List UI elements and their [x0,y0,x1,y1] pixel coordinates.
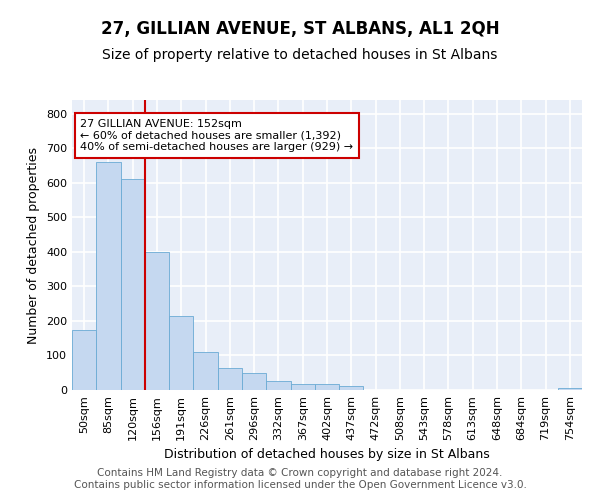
Bar [266,382,290,390]
Y-axis label: Number of detached properties: Number of detached properties [28,146,40,344]
X-axis label: Distribution of detached houses by size in St Albans: Distribution of detached houses by size … [164,448,490,462]
Text: 27, GILLIAN AVENUE, ST ALBANS, AL1 2QH: 27, GILLIAN AVENUE, ST ALBANS, AL1 2QH [101,20,499,38]
Text: Contains HM Land Registry data © Crown copyright and database right 2024.
Contai: Contains HM Land Registry data © Crown c… [74,468,526,490]
Bar [96,162,121,390]
Bar [218,368,242,390]
Bar [558,388,582,390]
Bar [169,316,193,390]
Bar [72,330,96,390]
Bar [315,384,339,390]
Bar [339,386,364,390]
Bar [242,374,266,390]
Bar [121,180,145,390]
Bar [290,384,315,390]
Bar [145,252,169,390]
Bar [193,352,218,390]
Text: 27 GILLIAN AVENUE: 152sqm
← 60% of detached houses are smaller (1,392)
40% of se: 27 GILLIAN AVENUE: 152sqm ← 60% of detac… [80,119,353,152]
Text: Size of property relative to detached houses in St Albans: Size of property relative to detached ho… [103,48,497,62]
